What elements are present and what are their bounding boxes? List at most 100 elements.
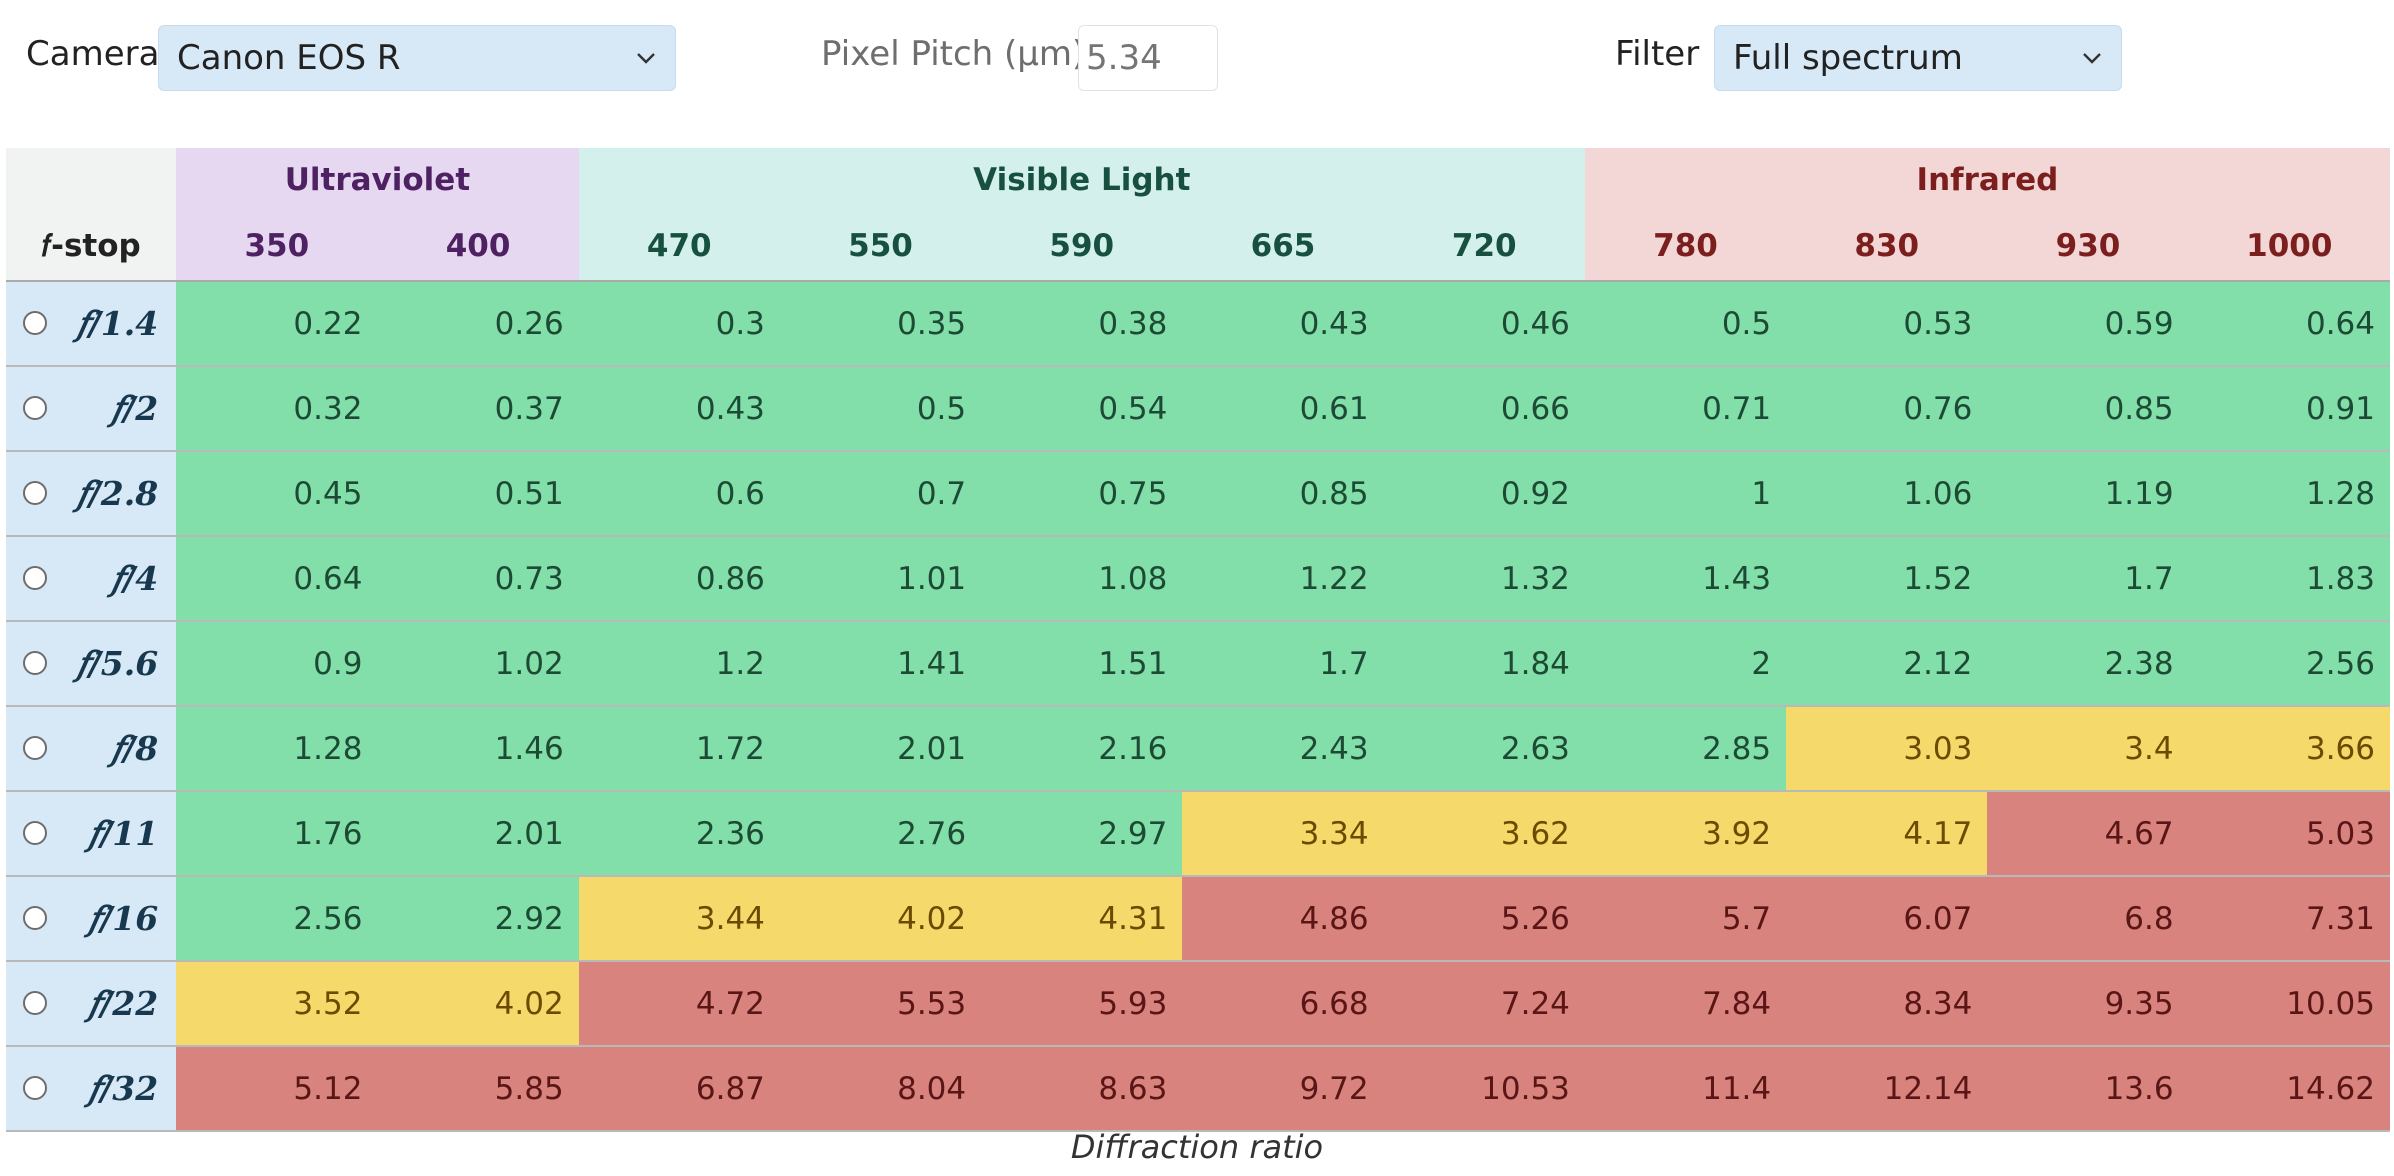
diffraction-value-cell: 1.28 [2188, 451, 2390, 537]
diffraction-value-cell: 5.03 [2188, 791, 2390, 877]
fstop-radio[interactable] [23, 651, 47, 675]
fstop-row-header[interactable]: 𝑓/22 [6, 961, 177, 1047]
wavelength-header: 930 [1987, 212, 2189, 282]
fstop-row-header[interactable]: 𝑓/2 [6, 366, 177, 452]
diffraction-value-cell: 7.31 [2188, 876, 2390, 962]
diffraction-value-cell: 1.22 [1182, 536, 1384, 622]
wavelength-header: 350 [176, 212, 378, 282]
filter-select-value: Full spectrum [1733, 38, 1963, 78]
spectrum-group-header: Visible Light [578, 148, 1585, 212]
diffraction-value-cell: 6.68 [1182, 961, 1384, 1047]
diffraction-value-cell: 0.38 [981, 281, 1183, 367]
diffraction-value-cell: 4.31 [981, 876, 1183, 962]
diffraction-value-cell: 3.44 [578, 876, 780, 962]
filter-select[interactable]: Full spectrum [1714, 25, 2122, 91]
diffraction-value-cell: 0.32 [176, 366, 378, 452]
diffraction-value-cell: 0.9 [176, 621, 378, 707]
pixel-pitch-input[interactable] [1078, 25, 1218, 91]
diffraction-value-cell: 0.46 [1383, 281, 1585, 367]
diffraction-value-cell: 6.8 [1987, 876, 2189, 962]
fstop-label: 𝑓/8 [110, 729, 159, 768]
table-row: 𝑓/22 3.52 4.02 4.72 5.53 5.93 6.68 7.24 7.84 8.34… [6, 961, 2390, 1047]
diffraction-value-cell: 4.86 [1182, 876, 1384, 962]
fstop-label: 𝑓/2 [110, 389, 159, 428]
fstop-row-header[interactable]: 𝑓/32 [6, 1046, 177, 1132]
diffraction-value-cell: 3.66 [2188, 706, 2390, 792]
spectrum-group-header: Ultraviolet [176, 148, 579, 212]
diffraction-value-cell: 4.72 [578, 961, 780, 1047]
fstop-radio[interactable] [23, 736, 47, 760]
diffraction-value-cell: 1.08 [981, 536, 1183, 622]
diffraction-value-cell: 1.06 [1786, 451, 1988, 537]
fstop-radio[interactable] [23, 566, 47, 590]
diffraction-value-cell: 9.35 [1987, 961, 2189, 1047]
camera-label: Camera [26, 34, 160, 74]
diffraction-value-cell: 0.61 [1182, 366, 1384, 452]
diffraction-value-cell: 1.28 [176, 706, 378, 792]
fstop-row-header[interactable]: 𝑓/5.6 [6, 621, 177, 707]
fstop-row-header[interactable]: 𝑓/16 [6, 876, 177, 962]
diffraction-value-cell: 0.91 [2188, 366, 2390, 452]
chevron-down-icon [2077, 26, 2107, 90]
diffraction-value-cell: 0.71 [1584, 366, 1787, 452]
diffraction-value-cell: 11.4 [1584, 1046, 1787, 1132]
fstop-radio[interactable] [23, 821, 47, 845]
wavelength-header: 550 [779, 212, 982, 282]
diffraction-value-cell: 0.3 [578, 281, 780, 367]
diffraction-value-cell: 2.01 [779, 706, 982, 792]
diffraction-value-cell: 0.26 [377, 281, 579, 367]
diffraction-value-cell: 1.41 [779, 621, 982, 707]
wavelength-header: 590 [981, 212, 1183, 282]
pixel-pitch-label: Pixel Pitch (µm) [821, 34, 1086, 74]
fstop-radio[interactable] [23, 311, 47, 335]
diffraction-value-cell: 0.43 [1182, 281, 1384, 367]
diffraction-value-cell: 1.32 [1383, 536, 1585, 622]
fstop-row-header[interactable]: 𝑓/11 [6, 791, 177, 877]
fstop-label: 𝑓/16 [88, 899, 159, 938]
diffraction-value-cell: 2.01 [377, 791, 579, 877]
diffraction-value-cell: 0.7 [779, 451, 982, 537]
fstop-radio[interactable] [23, 991, 47, 1015]
diffraction-value-cell: 0.64 [2188, 281, 2390, 367]
diffraction-value-cell: 4.02 [779, 876, 982, 962]
diffraction-value-cell: 0.5 [1584, 281, 1787, 367]
table-row: 𝑓/5.6 0.9 1.02 1.2 1.41 1.51 1.7 1.84 2 2.12 2.38 2… [6, 621, 2390, 707]
diffraction-value-cell: 1.46 [377, 706, 579, 792]
spectrum-group-header: Infrared [1584, 148, 2390, 212]
wavelength-header: 470 [578, 212, 780, 282]
diffraction-value-cell: 2.56 [176, 876, 378, 962]
fstop-row-header[interactable]: 𝑓/2.8 [6, 451, 177, 537]
wavelength-header: 830 [1786, 212, 1988, 282]
table-row: 𝑓/1.4 0.22 0.26 0.3 0.35 0.38 0.43 0.46 0.5 0.53 0… [6, 281, 2390, 367]
fstop-label: 𝑓/1.4 [76, 304, 159, 343]
diffraction-value-cell: 1.02 [377, 621, 579, 707]
diffraction-value-cell: 2.12 [1786, 621, 1988, 707]
fstop-column-header: 𝑓-stop [6, 212, 177, 282]
diffraction-value-cell: 7.84 [1584, 961, 1787, 1047]
fstop-radio[interactable] [23, 481, 47, 505]
diffraction-value-cell: 0.59 [1987, 281, 2189, 367]
diffraction-value-cell: 1 [1584, 451, 1787, 537]
diffraction-value-cell: 6.07 [1786, 876, 1988, 962]
diffraction-value-cell: 0.5 [779, 366, 982, 452]
diffraction-value-cell: 7.24 [1383, 961, 1585, 1047]
camera-select[interactable]: Canon EOS R [158, 25, 676, 91]
diffraction-value-cell: 1.2 [578, 621, 780, 707]
fstop-row-header[interactable]: 𝑓/1.4 [6, 281, 177, 367]
diffraction-value-cell: 2.56 [2188, 621, 2390, 707]
fstop-label: 𝑓/32 [88, 1069, 159, 1108]
diffraction-value-cell: 9.72 [1182, 1046, 1384, 1132]
diffraction-value-cell: 0.86 [578, 536, 780, 622]
table-row: 𝑓/11 1.76 2.01 2.36 2.76 2.97 3.34 3.62 3.92 4.17… [6, 791, 2390, 877]
fstop-radio[interactable] [23, 1076, 47, 1100]
diffraction-value-cell: 0.51 [377, 451, 579, 537]
fstop-row-header[interactable]: 𝑓/8 [6, 706, 177, 792]
diffraction-value-cell: 0.53 [1786, 281, 1988, 367]
fstop-radio[interactable] [23, 396, 47, 420]
fstop-radio[interactable] [23, 906, 47, 930]
diffraction-value-cell: 13.6 [1987, 1046, 2189, 1132]
diffraction-value-cell: 10.53 [1383, 1046, 1585, 1132]
table-body: 𝑓/1.4 0.22 0.26 0.3 0.35 0.38 0.43 0.46 0.5 0.53 0… [6, 281, 2390, 1132]
diffraction-value-cell: 2.76 [779, 791, 982, 877]
fstop-row-header[interactable]: 𝑓/4 [6, 536, 177, 622]
